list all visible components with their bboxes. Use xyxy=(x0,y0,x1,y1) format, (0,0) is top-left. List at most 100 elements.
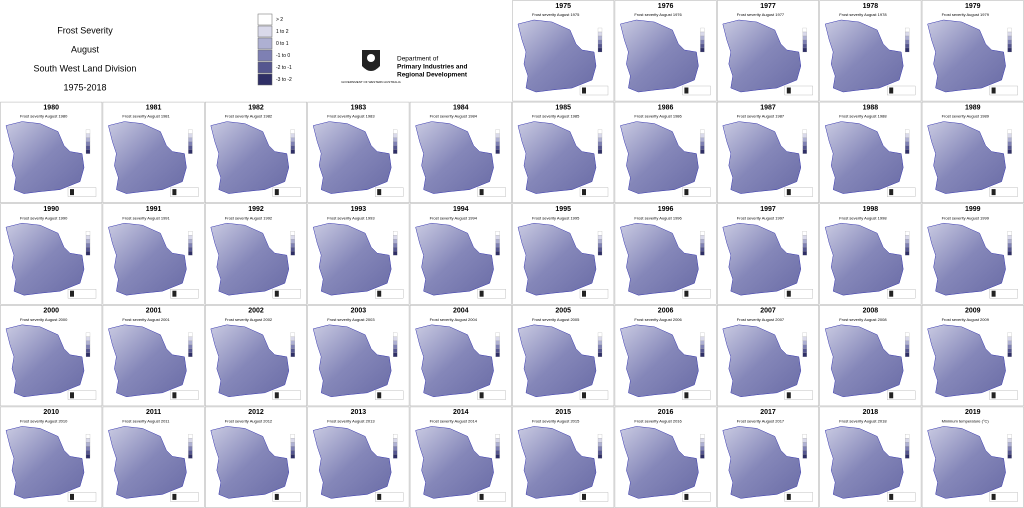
mini-legend xyxy=(905,243,910,248)
mini-logo xyxy=(375,492,404,502)
tile-year: 2013 xyxy=(351,409,367,416)
mini-legend xyxy=(802,434,807,439)
mini-legend xyxy=(1007,450,1012,455)
mini-legend xyxy=(1007,235,1012,240)
mini-crest xyxy=(479,290,484,297)
mini-legend xyxy=(700,39,705,45)
mini-legend xyxy=(802,129,807,134)
mini-logo xyxy=(887,85,916,96)
map-tile: 1985 Frost severity August 1985 xyxy=(512,101,615,203)
mini-legend xyxy=(597,251,603,256)
mini-logo xyxy=(784,187,813,197)
tile-caption: Frost severity August 1986 xyxy=(634,114,682,119)
mini-logo xyxy=(375,390,404,400)
mini-logo xyxy=(989,85,1018,96)
mini-crest xyxy=(172,493,177,500)
mini-legend xyxy=(188,133,193,138)
mini-legend xyxy=(700,348,705,353)
tile-caption: Frost severity August 1985 xyxy=(532,114,580,119)
mini-legend xyxy=(495,454,500,459)
government: GOVERNMENT OF WESTERN AUSTRALIA xyxy=(341,80,401,84)
mini-crest xyxy=(582,290,586,297)
tile-caption: Frost severity August 2003 xyxy=(327,317,375,322)
mini-legend xyxy=(290,438,295,443)
tile-year: 2017 xyxy=(760,409,776,416)
mini-legend xyxy=(495,231,500,236)
tile-year: 2014 xyxy=(453,409,469,416)
map-tile: 1989 Frost severity August 1989 xyxy=(921,101,1024,203)
map-tile: 2005 Frost severity August 2005 xyxy=(512,304,615,407)
map-tile: 2003 Frost severity August 2003 xyxy=(307,304,410,407)
mini-legend xyxy=(188,149,193,154)
mini-legend xyxy=(495,438,500,443)
mini-crest xyxy=(582,87,586,94)
map-tile: 2008 Frost severity August 2008 xyxy=(819,304,922,407)
mini-legend xyxy=(393,239,398,244)
mini-legend xyxy=(290,239,295,244)
mini-legend xyxy=(597,352,603,357)
mini-crest xyxy=(479,392,484,399)
legend-swatch xyxy=(257,13,273,26)
mini-logo xyxy=(682,289,711,299)
tile-year: 2019 xyxy=(965,409,981,416)
mini-legend xyxy=(905,239,910,244)
mini-legend xyxy=(597,454,603,459)
mini-legend xyxy=(290,129,295,134)
tile-year: 1988 xyxy=(863,104,879,111)
mini-legend xyxy=(495,251,500,256)
mini-legend xyxy=(188,231,193,236)
mini-legend xyxy=(700,239,705,244)
mini-logo xyxy=(682,390,711,400)
mini-legend xyxy=(597,43,603,49)
mini-legend xyxy=(393,336,398,341)
mini-crest xyxy=(274,189,279,196)
mini-logo xyxy=(170,492,199,502)
mini-legend xyxy=(597,137,603,142)
mini-legend xyxy=(188,137,193,142)
mini-legend xyxy=(905,129,910,134)
mini-legend xyxy=(85,352,91,357)
mini-legend xyxy=(802,336,807,341)
map-tile: 1988 Frost severity August 1988 xyxy=(819,101,922,203)
legend-swatch xyxy=(257,61,273,74)
tile-caption: Frost severity August 2002 xyxy=(225,317,273,322)
mini-legend xyxy=(188,348,193,353)
mini-legend xyxy=(700,442,705,447)
mini-logo xyxy=(579,187,609,197)
mini-legend xyxy=(393,137,398,142)
mini-legend xyxy=(188,141,193,146)
tile-year: 1977 xyxy=(760,3,776,10)
mini-legend xyxy=(905,340,910,345)
legend-swatch xyxy=(257,25,273,38)
tile-year: 1995 xyxy=(555,206,571,213)
mini-legend xyxy=(905,332,910,337)
tile-year: 2007 xyxy=(760,308,776,315)
mini-logo xyxy=(272,289,301,299)
map-tile: 2009 Frost severity August 2009 xyxy=(921,304,1024,407)
tile-year: 2010 xyxy=(43,409,59,416)
mini-crest xyxy=(70,290,74,297)
tile-caption: Frost severity August 1994 xyxy=(430,215,478,220)
tile-caption: Frost severity August 1992 xyxy=(225,215,273,220)
mini-legend xyxy=(597,239,603,244)
title-line: Frost Severity xyxy=(57,25,113,35)
mini-logo xyxy=(682,85,711,96)
mini-crest xyxy=(684,87,689,94)
tile-caption: Frost severity August 1987 xyxy=(737,114,785,119)
tile-caption: Frost severity August 2004 xyxy=(430,317,478,322)
mini-legend xyxy=(802,251,807,256)
mini-legend xyxy=(802,27,807,33)
mini-legend xyxy=(802,438,807,443)
mini-crest xyxy=(70,392,74,399)
tile-year: 2018 xyxy=(863,409,879,416)
mini-legend xyxy=(700,251,705,256)
mini-legend xyxy=(85,454,91,459)
map-tile: 1981 Frost severity August 1981 xyxy=(102,101,205,203)
mini-legend xyxy=(85,231,91,236)
mini-legend xyxy=(700,446,705,451)
tile-year: 1994 xyxy=(453,206,469,213)
mini-legend xyxy=(495,149,500,154)
mini-legend xyxy=(290,344,295,349)
tile-caption: Frost severity August 2009 xyxy=(942,317,990,322)
map-tile: 1976 Frost severity August 1976 xyxy=(614,0,717,102)
